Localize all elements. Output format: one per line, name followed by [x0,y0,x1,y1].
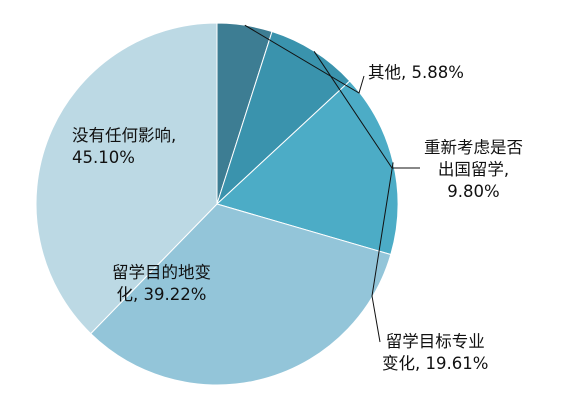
slice-label-no-impact: 没有任何影响, 45.10% [72,125,176,169]
slice-label-destination-change-line1: 留学目的地变 [112,263,211,282]
slice-label-other-line1: 其他, 5.88% [368,63,464,82]
leader-line-other [244,24,365,94]
leader-line-major-change [371,162,394,343]
slice-label-major-change-line1: 留学目标专业 [385,332,485,351]
slice-label-reconsider-line1: 重新考虑是否 [424,138,523,157]
slice-label-reconsider: 重新考虑是否 出国留学, 9.80% [424,137,523,203]
slice-label-reconsider-line2: 出国留学, [437,160,510,179]
pie-slice-major-change [216,80,399,256]
slice-label-destination-change: 留学目的地变 化, 39.22% [112,262,211,306]
pie-slice-reconsider [215,30,351,206]
pie-slice-destination-change [89,203,392,386]
slice-label-major-change: 留学目标专业 变化, 19.61% [382,331,488,375]
pie-slice-no-impact [35,22,218,335]
slice-label-destination-change-line2: 化, 39.22% [116,285,207,304]
slice-label-other: 其他, 5.88% [368,62,464,84]
slice-label-reconsider-line3: 9.80% [447,182,500,201]
slice-label-no-impact-line2: 45.10% [72,148,135,167]
slice-label-major-change-line2: 变化, 19.61% [382,354,489,373]
slice-label-no-impact-line1: 没有任何影响, [72,126,177,145]
